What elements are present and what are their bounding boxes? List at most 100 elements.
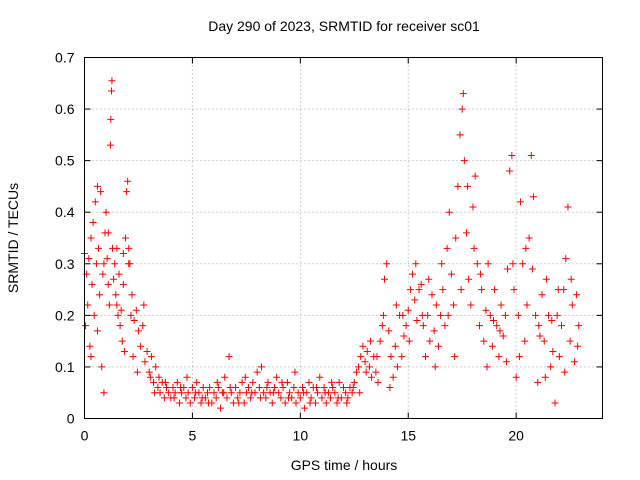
data-point [160,394,168,402]
data-point [412,260,420,268]
data-point [143,347,151,355]
data-point [210,389,218,397]
data-point [279,384,287,392]
data-point [199,384,207,392]
data-point [298,384,306,392]
data-point [82,322,90,330]
data-point [529,193,537,201]
data-point [86,342,94,350]
y-tick-label: 0.4 [55,204,75,220]
data-point [392,301,400,309]
data-point [125,260,133,268]
data-point [105,301,113,309]
data-point [502,358,510,366]
data-point [316,373,324,381]
data-point [107,115,115,123]
data-point [227,389,235,397]
data-point [349,384,357,392]
data-point [570,358,578,366]
data-point [490,317,498,325]
data-point [114,311,122,319]
data-point [130,317,138,325]
data-point [175,399,183,407]
x-tick-labels: 0 5 10 15 20 [81,428,525,444]
data-point [387,353,395,361]
data-point [235,399,243,407]
data-point [389,373,397,381]
data-point [406,286,414,294]
data-point [115,270,123,278]
data-point [301,404,309,412]
data-point [437,311,445,319]
data-point [270,384,278,392]
x-tick-label: 20 [508,428,524,444]
x-tick-label: 5 [189,428,197,444]
data-point [368,373,376,381]
y-tick-label: 0 [67,411,75,427]
data-point [574,342,582,350]
data-point [122,234,130,242]
data-point [451,353,459,361]
data-point [102,208,110,216]
data-point [444,311,452,319]
data-point [305,378,313,386]
data-point [519,260,527,268]
data-point [441,322,449,330]
data-point [141,358,149,366]
data-point [528,265,536,273]
y-tick-label: 0.1 [55,359,75,375]
data-point [87,353,95,361]
data-point [566,337,574,345]
data-point [314,389,322,397]
data-point [290,384,298,392]
data-point [561,368,569,376]
x-tick-label: 10 [293,428,309,444]
chart-title: Day 290 of 2023, SRMTID for receiver sc0… [208,18,480,34]
data-point [134,327,142,335]
data-point [191,394,199,402]
data-point [84,301,92,309]
data-point [140,301,148,309]
data-point [89,219,97,227]
data-point [493,322,501,330]
data-point [415,286,423,294]
data-point [154,384,162,392]
data-point [457,286,465,294]
y-tick-labels: 0 0.1 0.2 0.3 0.4 0.5 0.6 0.7 [55,50,75,427]
data-point [150,378,158,386]
data-point [151,389,159,397]
data-point [523,301,531,309]
data-point [108,77,116,85]
data-point [264,378,272,386]
data-point [139,322,147,330]
data-point [431,363,439,371]
data-point [482,306,490,314]
data-point [113,301,121,309]
data-point [197,399,205,407]
data-point [365,363,373,371]
data-point [555,353,563,361]
data-point [234,394,242,402]
data-point [165,389,173,397]
data-point [465,275,473,283]
data-point [376,337,384,345]
data-point [452,234,460,242]
data-point [132,306,140,314]
data-point [362,368,370,376]
data-point [470,244,478,252]
data-point [107,87,115,95]
data-point [540,337,548,345]
data-point [521,337,529,345]
data-point [516,198,524,206]
data-point [116,322,124,330]
data-point [192,389,200,397]
data-point [169,384,177,392]
data-point [249,378,257,386]
data-point [98,363,106,371]
data-point [320,384,328,392]
data-point [405,337,413,345]
data-point [198,394,206,402]
data-point [257,363,265,371]
data-point [296,394,304,402]
data-point [85,255,93,263]
